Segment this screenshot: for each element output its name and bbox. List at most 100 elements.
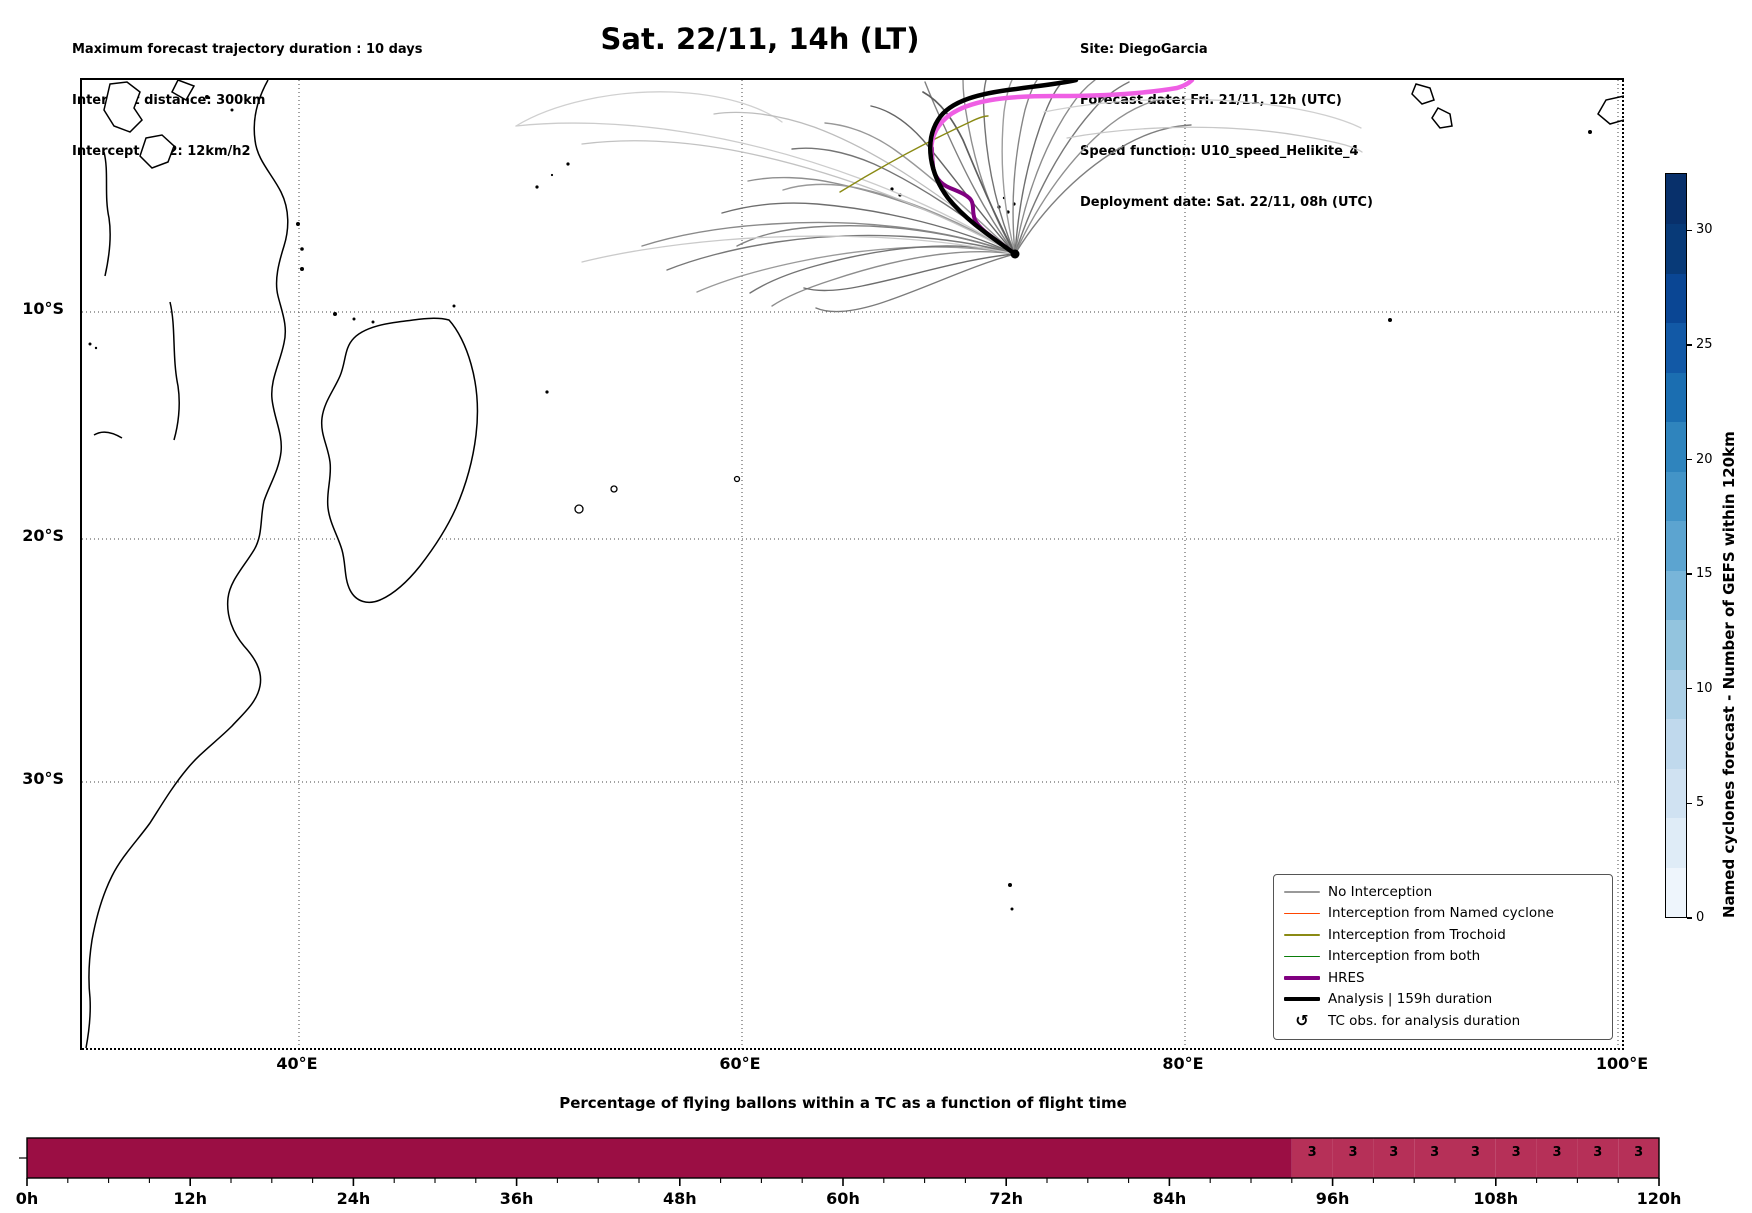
colorbar-segment [1666, 372, 1686, 423]
gefs-member-light [581, 140, 1016, 255]
lat-tick-label: 10°S [22, 299, 64, 318]
legend-label: HRES [1328, 969, 1365, 986]
timebar-segment-value: 3 [1512, 1145, 1521, 1160]
timebar-tick-label: 120h [1637, 1189, 1682, 1208]
colorbar-segment [1666, 619, 1686, 670]
timebar-tick-label: 48h [663, 1189, 697, 1208]
colorbar-segment [1666, 520, 1686, 571]
legend-item: HRES [1284, 967, 1612, 989]
timebar-segment [1332, 1138, 1374, 1178]
gefs-member [771, 251, 1016, 307]
legend-line-swatch [1284, 934, 1320, 936]
legend-label: Interception from Trochoid [1328, 926, 1506, 943]
timebar-segment [1495, 1138, 1537, 1178]
gefs-member [736, 225, 1016, 255]
gefs-member [824, 122, 1016, 255]
coastline-rift-lake-2 [169, 301, 180, 441]
coastline-rift-lake-1 [103, 151, 111, 277]
island-dot [545, 390, 549, 394]
colorbar-tick [1687, 458, 1692, 461]
timebar-tick-label: 108h [1473, 1189, 1518, 1208]
gefs-member [922, 91, 1016, 255]
colorbar-segment [1666, 570, 1686, 621]
colorbar-tick [1687, 917, 1692, 919]
timebar-tick-label: 36h [500, 1189, 534, 1208]
deployment-date-text: Deployment date: Sat. 22/11, 08h (UTC) [1080, 195, 1373, 210]
island-dot [205, 95, 209, 99]
legend-line [1284, 975, 1320, 980]
timebar-segment-value: 3 [1389, 1145, 1398, 1160]
island-dot [1010, 907, 1014, 911]
legend-item: Interception from Named cyclone [1284, 903, 1612, 925]
timebar-segment-value: 3 [1348, 1145, 1357, 1160]
island-dot [1588, 130, 1592, 134]
legend-line [1284, 912, 1320, 914]
colorbar-segment [1666, 174, 1686, 225]
gefs-member-light [1066, 126, 1363, 153]
timebar-title: Percentage of flying ballons within a TC… [559, 1094, 1127, 1112]
legend-item: ↺ TC obs. for analysis duration [1284, 1010, 1612, 1032]
gefs-member [1014, 80, 1096, 255]
island-dot [550, 173, 554, 177]
lon-tick-label: 80°E [1162, 1054, 1204, 1073]
timebar-segment [1455, 1138, 1496, 1178]
island-dot [88, 342, 92, 346]
timebar-tick-label: 12h [173, 1189, 207, 1208]
lat-tick-label: 20°S [22, 526, 64, 545]
colorbar-segment [1666, 718, 1686, 769]
island-dot [890, 187, 894, 191]
timebar-tick-label: 96h [1316, 1189, 1350, 1208]
colorbar [1665, 173, 1687, 918]
island-dot [333, 312, 337, 316]
island-dot [300, 267, 304, 271]
island-dot [352, 317, 356, 321]
gefs-member-light [1043, 98, 1362, 129]
trochoid-interception-track [839, 115, 989, 193]
colorbar-segment [1666, 322, 1686, 373]
colorbar-segment [1666, 768, 1686, 819]
coastline-africa-east-coast [85, 80, 289, 1049]
timebar-tick-label: 60h [826, 1189, 860, 1208]
island-dot [300, 247, 304, 251]
gefs-member-light [515, 91, 783, 127]
trajectory-map [82, 80, 1624, 1050]
legend-item: Interception from Trochoid [1284, 924, 1612, 946]
island-dot [296, 222, 300, 226]
legend-label: Interception from both [1328, 948, 1481, 965]
island-dot [535, 185, 539, 189]
timebar-segment [1291, 1138, 1333, 1178]
island-dot [1388, 318, 1392, 322]
coastline-horn-blob-1 [103, 81, 143, 133]
page-title: Sat. 22/11, 14h (LT) [600, 22, 920, 56]
coastline-topright-isle-1 [1411, 83, 1435, 105]
max-duration-text: Maximum forecast trajectory duration : 1… [72, 42, 423, 57]
timebar-tick-label: 84h [1153, 1189, 1187, 1208]
timebar-segment-value: 3 [1308, 1145, 1317, 1160]
coastline-horn-blob-3 [171, 80, 196, 102]
colorbar-tick [1687, 573, 1692, 575]
lon-tick-label: 100°E [1595, 1054, 1649, 1073]
hres-extension-track [928, 80, 1195, 163]
gefs-member [1014, 124, 1192, 255]
colorbar-segment [1666, 817, 1686, 868]
legend-line-swatch [1284, 997, 1320, 1002]
legend-label: No Interception [1328, 883, 1433, 900]
map-panel [80, 78, 1624, 1050]
timebar-segment [1618, 1138, 1659, 1178]
coastline-lake-squiggle [93, 431, 123, 439]
lon-tick-label: 40°E [276, 1054, 318, 1073]
island-dot [230, 108, 234, 112]
gefs-member [1014, 81, 1130, 255]
lon-tick-label: 60°E [719, 1054, 761, 1073]
colorbar-segment [1666, 273, 1686, 324]
legend-label: TC obs. for analysis duration [1328, 1012, 1521, 1029]
speed-function-text: Speed function: U10_speed_Helikite_4 [1080, 144, 1359, 159]
gefs-member [870, 105, 1016, 255]
tc-obs-icon: ↺ [1295, 1011, 1309, 1031]
island-dot [574, 504, 584, 514]
map-legend: No Interception Interception from Named c… [1273, 874, 1613, 1040]
colorbar-tick-label: 10 [1696, 680, 1713, 696]
colorbar-tick-label: 0 [1696, 910, 1705, 925]
colorbar-tick-label: 5 [1696, 795, 1705, 811]
header-right-params: Site: DiegoGarcia Forecast date: Fri. 21… [1080, 7, 1373, 245]
